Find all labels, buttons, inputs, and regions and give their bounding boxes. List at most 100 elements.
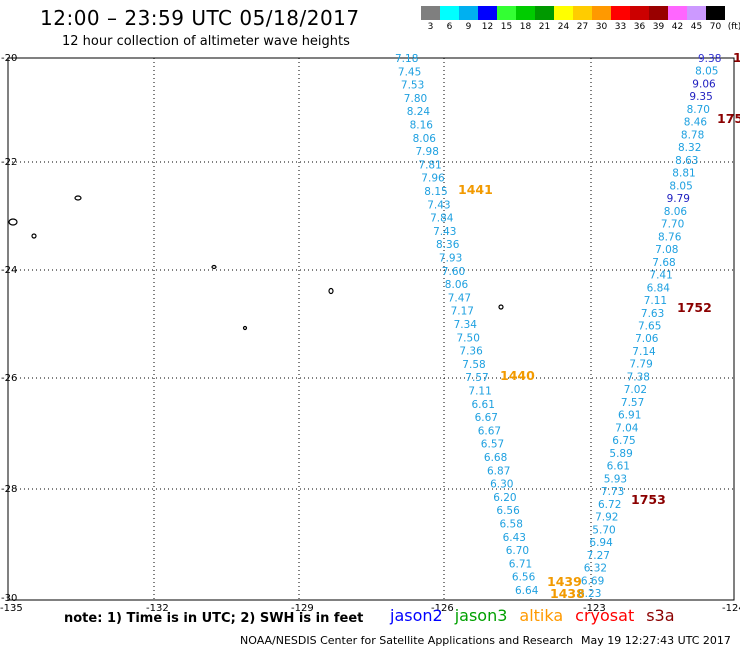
track-value-label: 8.78 bbox=[681, 129, 704, 141]
track-value-label: 8.81 bbox=[672, 168, 695, 180]
legend-label: 33 bbox=[614, 22, 627, 32]
satellite-label: cryosat bbox=[575, 606, 635, 625]
track-value-label: 6.72 bbox=[598, 499, 621, 511]
longitude-tick-label: -123 bbox=[583, 603, 606, 614]
island-outline bbox=[211, 264, 217, 270]
track-value-label: 5.93 bbox=[604, 473, 627, 485]
track-value-label: 7.81 bbox=[418, 159, 441, 171]
track-value-label: 8.16 bbox=[410, 120, 434, 132]
track-value-label: 7.45 bbox=[398, 66, 421, 78]
island-outline bbox=[31, 233, 37, 239]
track-value-label: 7.79 bbox=[629, 359, 652, 371]
island-outline bbox=[8, 218, 18, 226]
track-value-label: 6.70 bbox=[506, 545, 529, 557]
island-outline bbox=[74, 195, 82, 201]
longitude-tick-label: -132 bbox=[146, 603, 169, 614]
legend-label: 12 bbox=[481, 22, 494, 32]
track-value-label: 7.58 bbox=[462, 359, 485, 371]
legend-swatch bbox=[649, 6, 668, 20]
track-value-label: 8.63 bbox=[675, 155, 698, 167]
legend-item: 24 bbox=[554, 6, 573, 32]
legend-swatch bbox=[611, 6, 630, 20]
legend-swatch bbox=[630, 6, 649, 20]
track-value-label: 7.70 bbox=[661, 219, 684, 231]
latitude-tick-label: -28 bbox=[1, 484, 17, 495]
track-value-label: 7.73 bbox=[601, 486, 624, 498]
track-value-label: 7.53 bbox=[401, 80, 424, 92]
legend-label: 42 bbox=[671, 22, 684, 32]
track-value-label: 6.56 bbox=[496, 505, 520, 517]
legend-label: 30 bbox=[595, 22, 608, 32]
pass-time-label: 1438 bbox=[550, 586, 585, 601]
legend-swatch bbox=[459, 6, 478, 20]
legend-swatch bbox=[478, 6, 497, 20]
legend-swatch bbox=[421, 6, 440, 20]
pass-time-label: 1752 bbox=[677, 300, 712, 315]
legend-label: 18 bbox=[519, 22, 532, 32]
track-value-label: 7.36 bbox=[459, 346, 483, 358]
legend-label: 15 bbox=[500, 22, 513, 32]
legend-item: 18 bbox=[516, 6, 535, 32]
track-value-label: 6.69 bbox=[581, 575, 604, 587]
pass-time-label: 1 bbox=[733, 50, 740, 65]
pass-time-label: 1439 bbox=[547, 574, 582, 589]
legend-label: 6 bbox=[446, 22, 453, 32]
legend-swatch bbox=[497, 6, 516, 20]
track-value-label: 6.58 bbox=[500, 519, 523, 531]
track-value-label: 7.57 bbox=[465, 372, 488, 384]
track-value-label: 6.32 bbox=[584, 563, 607, 575]
track-value-label: 6.61 bbox=[607, 461, 630, 473]
legend-label: 9 bbox=[465, 22, 472, 32]
track-value-label: 9.35 bbox=[689, 91, 712, 103]
track-value-label: 7.43 bbox=[427, 199, 450, 211]
track-value-label: 7.96 bbox=[421, 173, 445, 185]
track-value-label: 6.67 bbox=[475, 412, 498, 424]
legend-swatch bbox=[706, 6, 725, 20]
legend-swatch bbox=[554, 6, 573, 20]
track-value-label: 7.11 bbox=[644, 295, 667, 307]
legend-item: 9 bbox=[459, 6, 478, 32]
island-outline bbox=[328, 287, 334, 295]
track-value-label: 6.71 bbox=[509, 558, 532, 570]
footer-note: note: 1) Time is in UTC; 2) SWH is in fe… bbox=[64, 611, 364, 626]
longitude-tick-label: -124 bbox=[722, 603, 740, 614]
legend-item: 70 bbox=[706, 6, 725, 32]
track-value-label: 6.84 bbox=[647, 282, 671, 294]
pass-time-label: 175 bbox=[717, 111, 740, 126]
legend-item: 6 bbox=[440, 6, 459, 32]
pass-time-label: 1440 bbox=[500, 368, 535, 383]
track-value-label: 5.70 bbox=[592, 524, 615, 536]
track-value-label: 9.06 bbox=[692, 79, 716, 91]
track-value-label: 7.34 bbox=[454, 319, 478, 331]
track-value-label: 8.06 bbox=[664, 206, 688, 218]
track-value-label: 6.75 bbox=[612, 435, 635, 447]
track-value-label: 7.80 bbox=[404, 93, 427, 105]
track-value-label: 6.56 bbox=[512, 572, 536, 584]
legend-item: 27 bbox=[573, 6, 592, 32]
legend-label: 27 bbox=[576, 22, 589, 32]
track-value-label: 7.11 bbox=[468, 386, 491, 398]
legend-label: 3 bbox=[427, 22, 434, 32]
track-value-label: 8.76 bbox=[658, 231, 682, 243]
pass-time-label: 1441 bbox=[458, 182, 493, 197]
track-value-label: 6.94 bbox=[589, 537, 613, 549]
satellite-legend: jason2 jason3 altika cryosat s3a bbox=[390, 606, 687, 625]
track-value-label: 6.67 bbox=[478, 425, 501, 437]
track-value-label: 9.38 bbox=[698, 53, 721, 65]
track-value-label: 8.36 bbox=[436, 239, 460, 251]
track-value-label: 8.06 bbox=[445, 279, 469, 291]
island-outline bbox=[242, 325, 248, 331]
track-value-label: 7.38 bbox=[627, 372, 650, 384]
track-value-label: 6.87 bbox=[487, 465, 510, 477]
legend-item: 36 bbox=[630, 6, 649, 32]
track-value-label: 7.63 bbox=[641, 308, 664, 320]
color-legend: 3 6 9 12 15 18 21 24 27 30 33 36 39 42 45 70 (ft) bbox=[421, 6, 740, 32]
map-frame bbox=[7, 57, 735, 601]
track-value-label: 7.50 bbox=[457, 332, 480, 344]
track-value-label: 8.24 bbox=[407, 106, 431, 118]
legend-swatch bbox=[535, 6, 554, 20]
track-value-label: 6.20 bbox=[493, 492, 516, 504]
legend-item: 39 bbox=[649, 6, 668, 32]
legend-item: 12 bbox=[478, 6, 497, 32]
track-value-label: 8.46 bbox=[684, 117, 708, 129]
